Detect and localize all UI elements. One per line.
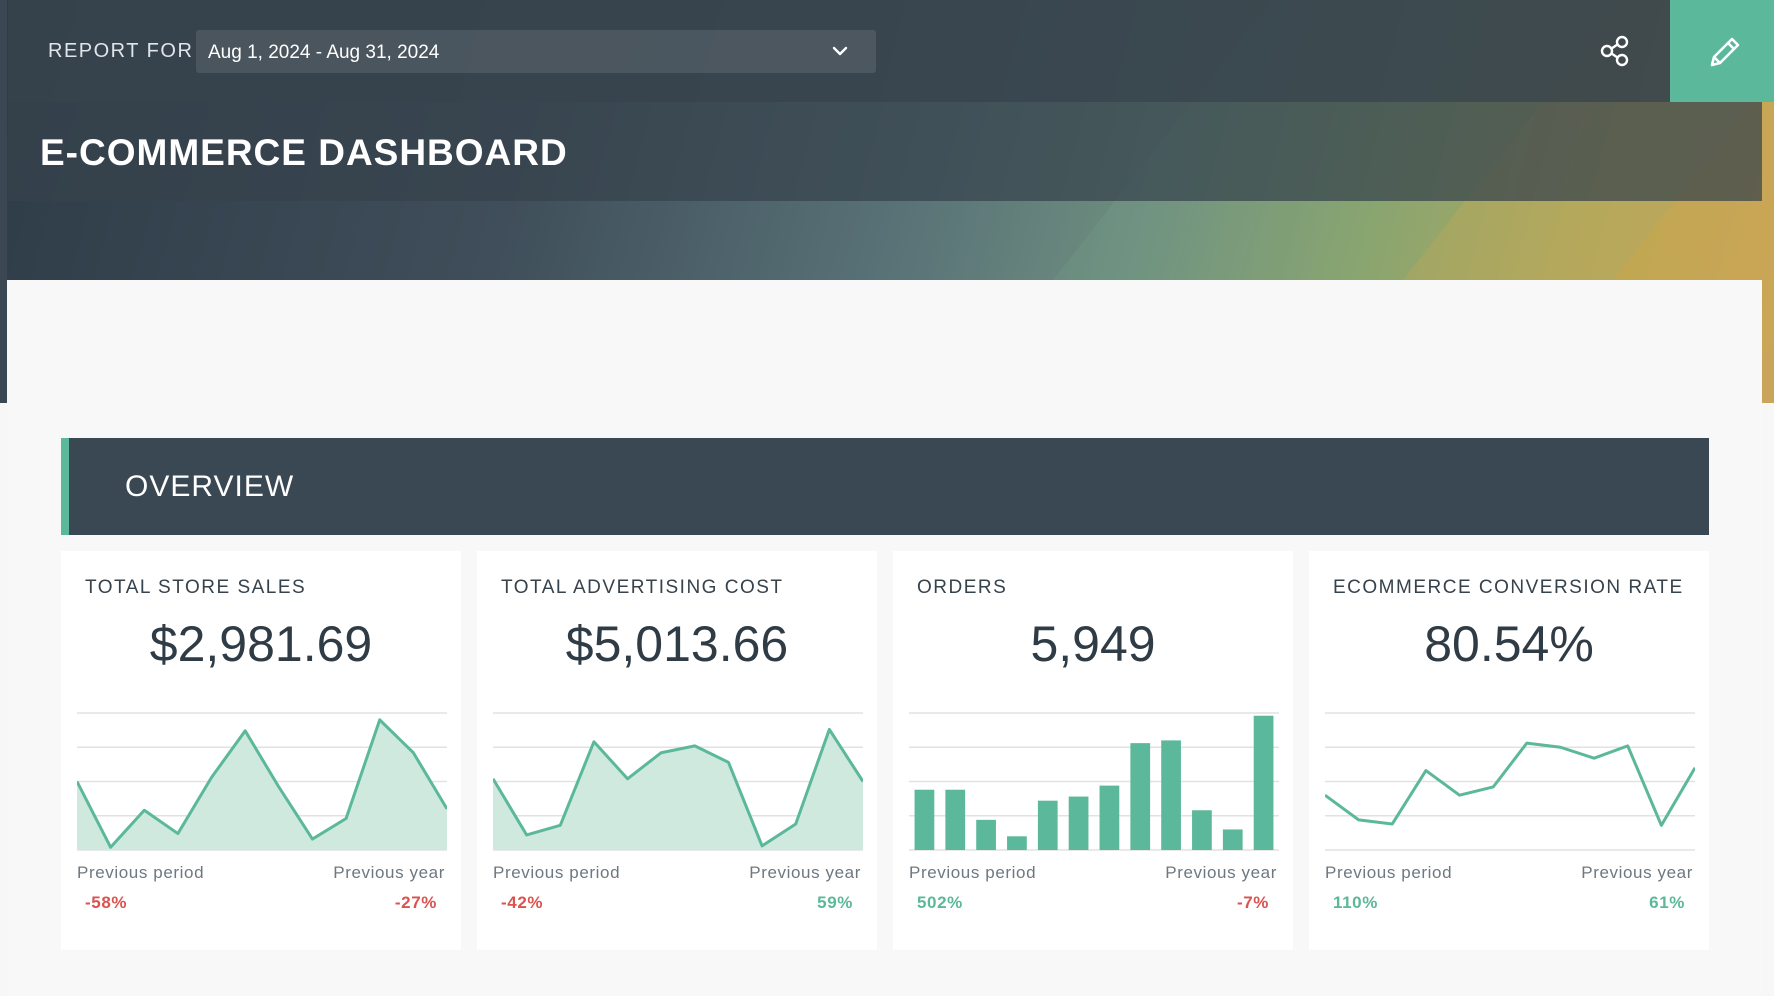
bar [1068, 796, 1089, 850]
previous-year-change: 59% [817, 893, 853, 912]
date-range-value: Aug 1, 2024 - Aug 31, 2024 [208, 42, 440, 63]
edit-button[interactable] [1670, 0, 1774, 102]
bar [1099, 785, 1120, 850]
page-title: E-COMMERCE DASHBOARD [40, 132, 568, 173]
chevron-down-icon [832, 46, 848, 56]
card-title: ORDERS [917, 577, 1008, 598]
series-line [1325, 741, 1695, 827]
left-edge [0, 0, 7, 403]
report-for-label: REPORT FOR [48, 40, 194, 62]
previous-year-label: Previous year [333, 863, 445, 882]
previous-year-label: Previous year [1165, 863, 1277, 882]
bar [1037, 800, 1058, 850]
previous-period-change: 502% [917, 893, 963, 912]
card-value: $5,013.66 [565, 616, 789, 672]
previous-period-change: 110% [1333, 893, 1378, 912]
kpi-card-ecommerce-conversion-rate: ECOMMERCE CONVERSION RATE 80.54% Previou… [1309, 551, 1709, 950]
previous-year-change: 61% [1649, 893, 1685, 912]
bar [914, 789, 935, 850]
previous-year-label: Previous year [1581, 863, 1693, 882]
date-range-select[interactable]: Aug 1, 2024 - Aug 31, 2024 [196, 30, 876, 73]
sparkline-chart [493, 712, 863, 851]
bar [1222, 829, 1243, 850]
bar [1161, 740, 1181, 850]
bar [1192, 810, 1212, 850]
bar-chart [909, 712, 1279, 851]
card-title: TOTAL STORE SALES [85, 577, 307, 598]
series-line [493, 727, 863, 848]
title-bar: E-COMMERCE DASHBOARD [8, 102, 1762, 201]
area-fill [493, 729, 863, 850]
bar [1130, 743, 1151, 850]
previous-period-change: -42% [501, 893, 544, 912]
card-value: $2,981.69 [149, 616, 373, 672]
top-bar: REPORT FOR Aug 1, 2024 - Aug 31, 2024 [8, 0, 1774, 102]
previous-year-label: Previous year [749, 863, 861, 882]
section-title: OVERVIEW [125, 470, 295, 503]
series-line [77, 718, 447, 849]
previous-period-change: -58% [85, 893, 128, 912]
previous-period-label: Previous period [493, 863, 621, 882]
kpi-card-total-store-sales: TOTAL STORE SALES $2,981.69 Previous per… [61, 551, 461, 950]
line-chart [1325, 712, 1695, 851]
previous-period-label: Previous period [77, 863, 205, 882]
bar [1253, 715, 1274, 850]
card-title: TOTAL ADVERTISING COST [501, 577, 784, 598]
pencil-icon [1710, 37, 1740, 67]
previous-year-change: -7% [1236, 893, 1269, 912]
card-title: ECOMMERCE CONVERSION RATE [1333, 577, 1684, 598]
share-icon[interactable] [1598, 34, 1632, 68]
bar [976, 819, 996, 850]
previous-period-label: Previous period [909, 863, 1037, 882]
bar [945, 789, 966, 850]
previous-period-label: Previous period [1325, 863, 1453, 882]
card-value: 5,949 [1030, 616, 1156, 672]
area-fill [77, 719, 447, 850]
kpi-card-orders: ORDERS 5,949 Previous period Previous ye… [893, 551, 1293, 950]
section-header-overview: OVERVIEW [61, 438, 1709, 535]
previous-year-change: -27% [394, 893, 437, 912]
kpi-card-total-advertising-cost: TOTAL ADVERTISING COST $5,013.66 Previou… [477, 551, 877, 950]
sparkline-chart [77, 712, 447, 851]
bar [1007, 836, 1027, 850]
card-value: 80.54% [1424, 616, 1594, 672]
